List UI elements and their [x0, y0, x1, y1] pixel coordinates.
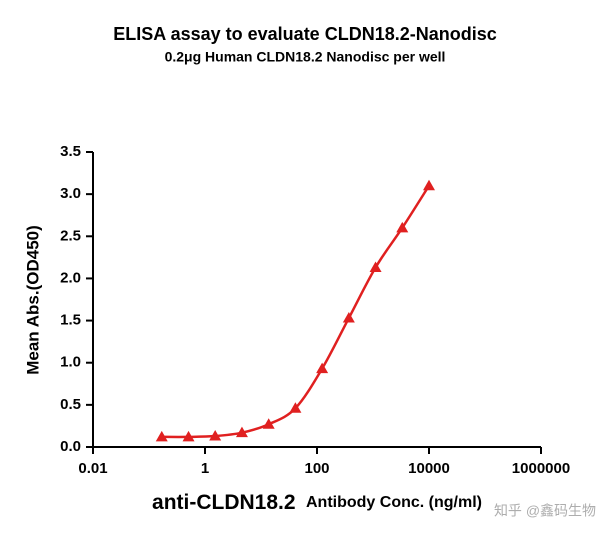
data-point [289, 402, 302, 413]
y-tick-label: 0.5 [60, 396, 81, 413]
chart-title: ELISA assay to evaluate CLDN18.2-Nanodis… [113, 24, 496, 44]
y-tick-label: 3.0 [60, 185, 81, 202]
x-axis-label-main: anti-CLDN18.2 [152, 491, 296, 514]
y-tick-label: 2.0 [60, 269, 81, 286]
x-tick-label: 0.01 [78, 460, 107, 477]
x-axis-label-unit: Antibody Conc. (ng/ml) [306, 494, 482, 511]
data-point [235, 426, 248, 438]
x-tick-label: 1000000 [512, 460, 570, 477]
y-tick-label: 2.5 [60, 227, 81, 244]
y-tick-label: 1.5 [60, 312, 81, 329]
data-point [423, 179, 435, 191]
y-tick-label: 1.0 [60, 354, 81, 371]
data-point [182, 430, 195, 442]
data-point [369, 261, 382, 272]
data-point [396, 221, 409, 233]
data-point [342, 312, 355, 323]
watermark: 知乎 @鑫码生物 [494, 503, 596, 519]
x-axis-label: anti-CLDN18.2 Antibody Conc. (ng/ml) [152, 491, 482, 514]
x-tick-label: 100 [304, 460, 329, 477]
y-axis-label: Mean Abs.(OD450) [23, 225, 42, 375]
x-tick-label: 1 [201, 460, 209, 477]
x-tick-label: 10000 [408, 460, 450, 477]
series-line [161, 185, 431, 439]
data-point [155, 430, 168, 442]
data-point [316, 362, 329, 374]
y-tick-label: 3.5 [60, 143, 81, 160]
data-point [262, 418, 275, 429]
data-point [209, 430, 222, 441]
y-tick-label: 0.0 [60, 438, 81, 455]
chart-subtitle: 0.2μg Human CLDN18.2 Nanodisc per well [165, 49, 446, 65]
